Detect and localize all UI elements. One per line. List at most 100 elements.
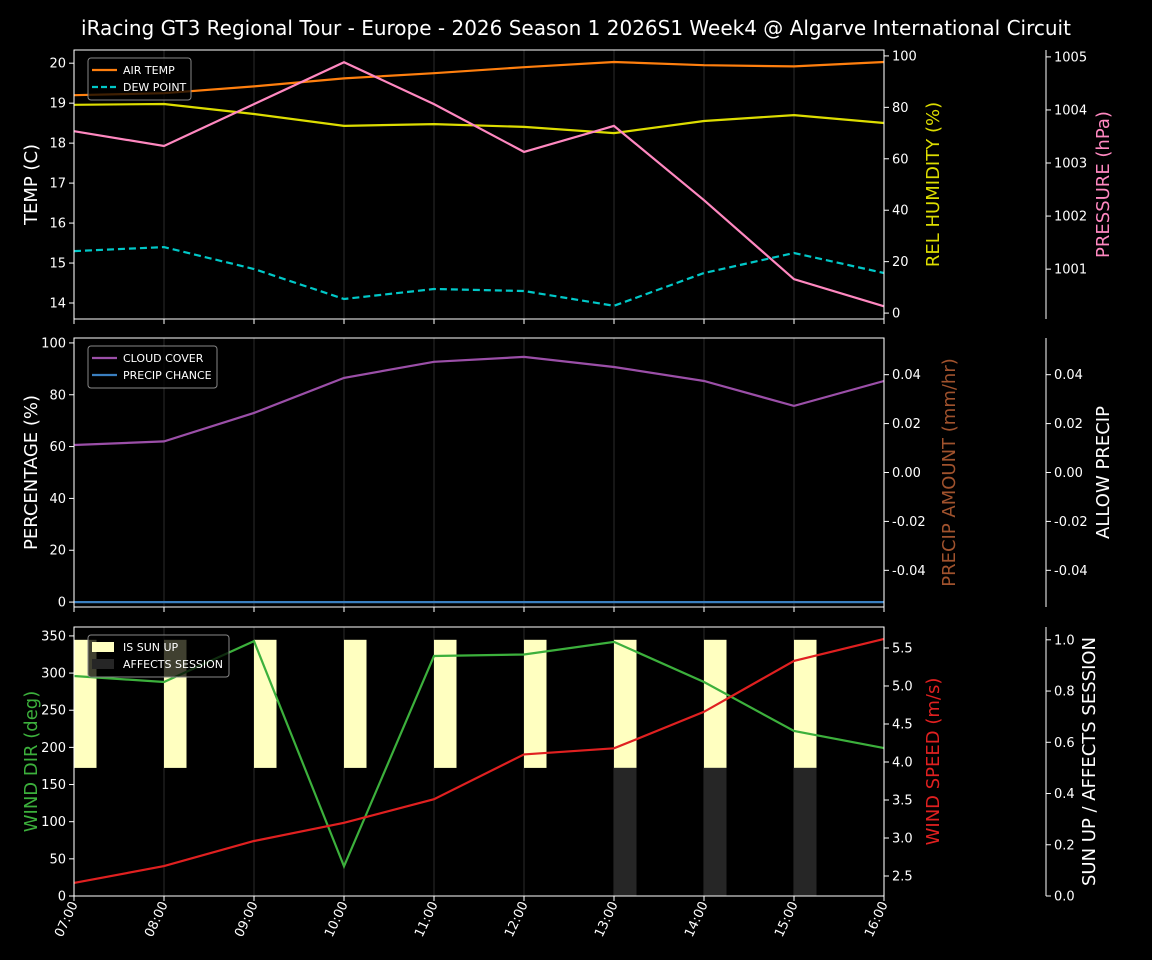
bar-is-sun-up <box>704 639 727 768</box>
y-tick-label: 0.2 <box>1054 838 1075 853</box>
y-tick-label: 200 <box>41 741 66 756</box>
y-tick-label: 250 <box>41 704 66 719</box>
y-tick-label: 100 <box>41 336 66 351</box>
series-line-air-temp <box>73 60 885 97</box>
y-tick-label: 17 <box>49 177 66 192</box>
bar-is-sun-up <box>434 639 457 768</box>
y-tick-label: 0.02 <box>1054 417 1083 432</box>
y-tick-label: 1004 <box>1054 103 1087 118</box>
y-tick-label: 80 <box>49 388 66 403</box>
x-tick-label: 11:00 <box>412 899 441 939</box>
legend-label: IS SUN UP <box>123 641 179 654</box>
y-tick-label: 19 <box>49 97 66 112</box>
legend-swatch <box>92 659 114 669</box>
series-line-axis2 <box>73 60 885 308</box>
y-tick-label: 3.0 <box>892 832 913 847</box>
y-tick-label: -0.02 <box>892 515 926 530</box>
y-tick-label: -0.02 <box>1054 515 1088 530</box>
x-tick-label: 09:00 <box>232 899 261 939</box>
bar-is-sun-up <box>254 639 277 768</box>
y-tick-label: 5.5 <box>892 641 913 656</box>
y-tick-label: 0.0 <box>1054 890 1075 905</box>
y-tick-label: 350 <box>41 629 66 644</box>
x-tick-label: 14:00 <box>682 899 711 939</box>
axis-label: WIND SPEED (m/s) <box>923 678 944 846</box>
y-tick-label: 1.0 <box>1054 633 1075 648</box>
axis-label: WIND DIR (deg) <box>21 691 42 833</box>
bar-affects-session <box>794 767 817 896</box>
legend-swatch <box>92 642 114 652</box>
series-line-dew-point <box>73 245 885 307</box>
legend-box <box>87 634 230 678</box>
plot-frame <box>73 49 885 320</box>
y-tick-label: 60 <box>49 440 66 455</box>
y-tick-label: 40 <box>49 492 66 507</box>
axis-label: ALLOW PRECIP <box>1093 406 1114 539</box>
axis-label: PRECIP AMOUNT (mm/hr) <box>939 358 960 587</box>
y-tick-label: -0.04 <box>1054 564 1088 579</box>
y-tick-label: 0.8 <box>1054 685 1075 700</box>
bar-is-sun-up <box>614 639 637 768</box>
bar-is-sun-up <box>524 639 547 768</box>
legend: AIR TEMP DEW POINT <box>87 57 192 101</box>
x-tick-label: 10:00 <box>322 899 351 939</box>
x-tick-label: 08:00 <box>142 899 171 939</box>
y-tick-label: 100 <box>41 815 66 830</box>
series-line-axis1 <box>73 102 885 135</box>
axis-label: REL HUMIDITY (%) <box>923 102 944 267</box>
y-tick-label: 0 <box>58 596 66 611</box>
y-tick-label: 0.00 <box>892 466 921 481</box>
y-tick-label: 20 <box>892 255 909 270</box>
y-tick-label: 4.0 <box>892 755 913 770</box>
y-tick-label: 16 <box>49 217 66 232</box>
y-tick-label: 1001 <box>1054 263 1087 278</box>
y-tick-label: 100 <box>892 49 917 64</box>
legend: CLOUD COVER PRECIP CHANCE <box>87 345 218 389</box>
y-tick-label: 50 <box>49 852 66 867</box>
y-tick-label: 20 <box>49 544 66 559</box>
y-tick-label: 0 <box>58 890 66 905</box>
y-tick-label: 0.04 <box>1054 368 1083 383</box>
legend: IS SUN UP AFFECTS SESSION <box>87 634 230 678</box>
axis-label: PRESSURE (hPa) <box>1093 111 1114 258</box>
x-tick-label: 12:00 <box>502 899 531 939</box>
legend-label: PRECIP CHANCE <box>123 369 212 382</box>
chart-title: iRacing GT3 Regional Tour - Europe - 202… <box>81 16 1071 40</box>
legend-label: AFFECTS SESSION <box>123 658 223 671</box>
y-tick-label: 150 <box>41 778 66 793</box>
y-tick-label: 15 <box>49 257 66 272</box>
axis-label: PERCENTAGE (%) <box>21 395 42 550</box>
legend-label: AIR TEMP <box>123 64 175 77</box>
x-tick-label: 07:00 <box>52 899 81 939</box>
y-tick-label: 0.04 <box>892 368 921 383</box>
legend-box <box>87 345 218 389</box>
y-tick-label: 14 <box>49 297 66 312</box>
y-tick-label: 2.5 <box>892 870 913 885</box>
y-tick-label: -0.04 <box>892 564 926 579</box>
bar-affects-session <box>704 767 727 896</box>
y-tick-label: 0.6 <box>1054 736 1075 751</box>
series-line-cloud-cover <box>73 355 885 447</box>
y-tick-label: 1003 <box>1054 157 1087 172</box>
x-tick-label: 13:00 <box>592 899 621 939</box>
y-tick-label: 60 <box>892 152 909 167</box>
bar-is-sun-up <box>344 639 367 768</box>
legend-box <box>87 57 192 101</box>
y-tick-label: 3.5 <box>892 793 913 808</box>
series-line-axis1 <box>73 637 885 884</box>
x-tick-label: 16:00 <box>862 899 891 939</box>
y-tick-label: 1002 <box>1054 210 1087 225</box>
y-tick-label: 80 <box>892 101 909 116</box>
bar-is-sun-up <box>794 639 817 768</box>
legend-label: CLOUD COVER <box>123 352 204 365</box>
legend-label: DEW POINT <box>123 81 187 94</box>
y-tick-label: 5.0 <box>892 679 913 694</box>
y-tick-label: 40 <box>892 204 909 219</box>
y-tick-label: 0.02 <box>892 417 921 432</box>
y-tick-label: 20 <box>49 57 66 72</box>
y-tick-label: 18 <box>49 137 66 152</box>
axis-label: SUN UP / AFFECTS SESSION <box>1079 637 1100 886</box>
y-tick-label: 4.5 <box>892 717 913 732</box>
bar-affects-session <box>614 767 637 896</box>
